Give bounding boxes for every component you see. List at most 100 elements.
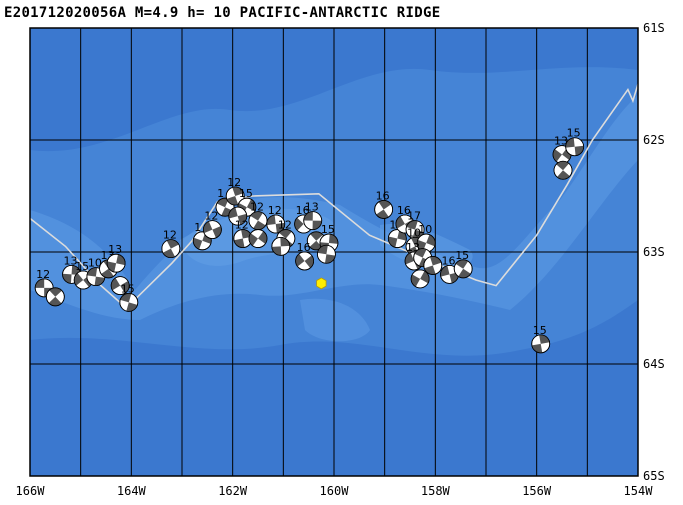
- beachball-quadrant: [420, 271, 430, 284]
- mechanism-label: 16: [397, 204, 411, 217]
- beachball-quadrant: [280, 237, 290, 247]
- longitude-tick-label: 160W: [320, 484, 350, 498]
- mechanism-label: 16: [442, 254, 456, 267]
- mechanism-label: 13: [108, 243, 122, 256]
- focal-mechanism: [316, 244, 336, 264]
- focal-mechanism: 15: [453, 249, 473, 279]
- mechanism-label: 10: [88, 257, 102, 270]
- mechanism-label: 17: [407, 210, 421, 223]
- beachball-quadrant: [74, 273, 84, 286]
- map-frame: [29, 27, 639, 477]
- mechanism-label: 16: [297, 241, 311, 254]
- beachball-outline: [110, 276, 130, 296]
- mechanism-label: 16: [376, 189, 390, 202]
- beachball-outline: [248, 229, 268, 248]
- beachball-quadrant: [258, 231, 267, 244]
- seamount-south: [300, 298, 370, 342]
- latitude-tick-label: 61S: [643, 21, 665, 35]
- beachball-quadrant: [395, 216, 405, 229]
- beachball-outline: [271, 236, 291, 256]
- beachball-quadrant: [539, 334, 550, 344]
- beachball-outline: [295, 251, 315, 271]
- latitude-tick-label: 63S: [643, 245, 665, 259]
- beachball-outline: [225, 186, 245, 206]
- longitude-tick-label: 164W: [117, 484, 147, 498]
- longitude-tick-label: 162W: [218, 484, 248, 498]
- beachball-quadrant: [275, 222, 285, 233]
- beachball-outline: [161, 239, 181, 259]
- beachball-outline: [228, 206, 248, 226]
- focal-mechanism: [410, 269, 430, 289]
- mechanism-label: 12: [250, 201, 264, 214]
- beachball-quadrant: [397, 229, 407, 241]
- beachball-quadrant: [440, 265, 450, 277]
- beachball-quadrant: [212, 226, 222, 238]
- mechanism-label: 12: [278, 219, 292, 232]
- beachball-quadrant: [253, 220, 266, 230]
- beachball-outline: [316, 244, 336, 264]
- mechanism-label: 12: [36, 268, 50, 281]
- longitude-tick-label: 166W: [16, 484, 46, 498]
- mechanism-label: 16: [296, 204, 310, 217]
- focal-mechanism: 15: [565, 127, 585, 157]
- mechanism-label: 10: [407, 226, 421, 239]
- focal-mechanism: 16: [295, 241, 315, 271]
- mechanism-label: 13: [305, 201, 319, 214]
- focal-mechanisms: 1213151013131512112112151212121216131516…: [34, 127, 585, 354]
- beachball-outline: [374, 200, 394, 219]
- focal-mechanism: 16: [294, 204, 314, 234]
- focal-mechanism: 1: [192, 221, 212, 251]
- mechanism-label: 1: [217, 187, 224, 200]
- beachball-quadrant: [310, 231, 323, 241]
- latitude-tick-label: 65S: [643, 469, 665, 483]
- beachball-outline: [45, 287, 65, 307]
- focal-mechanism: [271, 236, 291, 256]
- beachball-quadrant: [455, 259, 469, 269]
- focal-mechanism: 15: [119, 282, 139, 312]
- beachball-quadrant: [294, 217, 304, 231]
- beachball-quadrant: [94, 276, 105, 286]
- focal-mechanism: [110, 276, 130, 296]
- beachball-quadrant: [162, 248, 175, 258]
- beachball-outline: [266, 214, 286, 234]
- mechanism-label: 15: [455, 249, 469, 262]
- beachball-quadrant: [388, 236, 398, 248]
- beachball-quadrant: [309, 240, 323, 250]
- beachball-outline: [119, 292, 139, 312]
- focal-mechanism: 17: [405, 210, 425, 240]
- beachball-quadrant: [107, 261, 117, 273]
- beachball-outline: [387, 229, 407, 248]
- beachball-outline: [453, 259, 473, 279]
- mechanism-label: 13: [64, 254, 78, 267]
- mechanism-label: 13: [554, 135, 568, 148]
- beachball-outline: [410, 269, 430, 289]
- focal-mechanism: 13: [303, 201, 323, 231]
- beachball-quadrant: [203, 221, 213, 234]
- beachball-outline: [215, 197, 235, 217]
- beachball-quadrant: [312, 220, 322, 230]
- beachball-outline: [106, 253, 126, 273]
- latitude-tick-label: 62S: [643, 133, 665, 147]
- beachball-quadrant: [111, 277, 121, 291]
- focal-mechanism: 15: [531, 324, 551, 354]
- beachball-quadrant: [557, 170, 570, 180]
- beachball-quadrant: [266, 215, 276, 226]
- mechanism-label: 10: [418, 223, 432, 236]
- event-title: E201712020056A M=4.9 h= 10 PACIFIC-ANTAR…: [4, 5, 441, 21]
- beachball-quadrant: [246, 199, 256, 212]
- mechanism-label: 1: [194, 221, 201, 234]
- focal-mechanism: 12: [266, 204, 286, 234]
- beachball-quadrant: [249, 233, 258, 246]
- longitude-axis: 166W 164W 162W 160W 158W 156W 154W: [16, 484, 654, 498]
- beachball-outline: [423, 256, 443, 275]
- focal-mechanism: [423, 256, 443, 275]
- beachball-quadrant: [552, 149, 562, 162]
- beachball-quadrant: [116, 254, 126, 266]
- mechanism-label: 15: [121, 282, 135, 295]
- mechanism-label: 15: [321, 223, 335, 236]
- focal-mechanism: 16: [387, 219, 407, 248]
- beachball-outline: [565, 137, 585, 157]
- latitude-axis: 61S 62S 63S 64S 65S: [643, 21, 665, 483]
- beachball-quadrant: [295, 253, 305, 267]
